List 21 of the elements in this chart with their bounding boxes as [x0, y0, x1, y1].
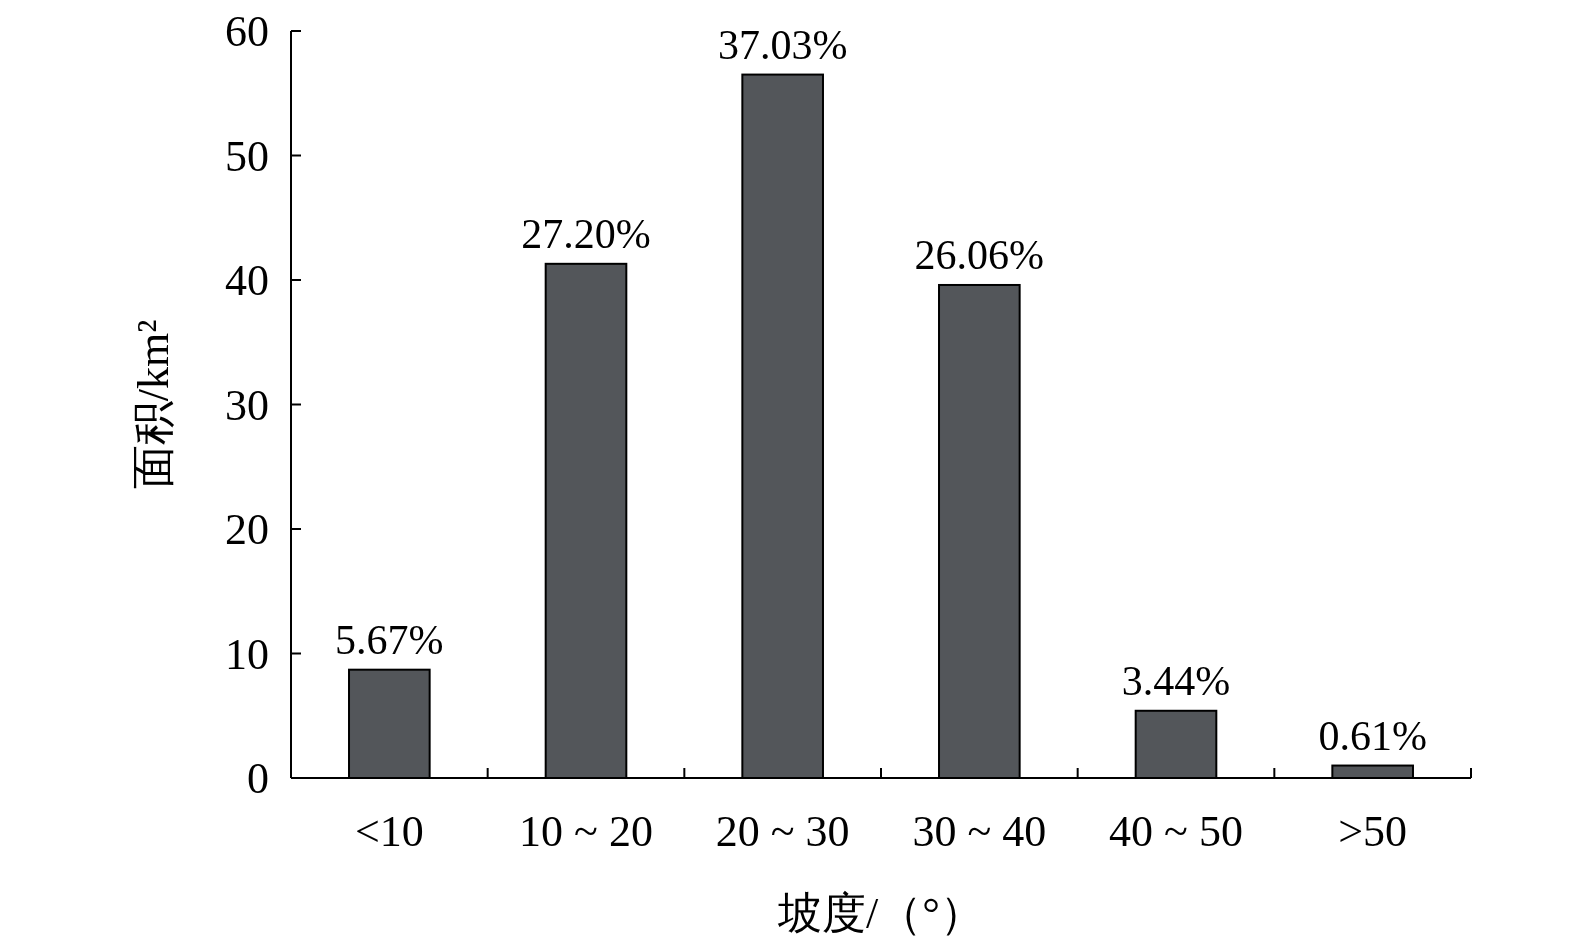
- y-tick-label: 50: [225, 131, 269, 181]
- annotation: 27.20%: [521, 210, 651, 257]
- y-tick-label: 20: [225, 505, 269, 554]
- x-tick-label: <10: [354, 807, 424, 856]
- y-tick-label: 10: [225, 629, 269, 679]
- annotation: 26.06%: [914, 231, 1045, 278]
- annotation: 0.61%: [1318, 712, 1427, 759]
- x-tick-label: 10 ~ 20: [519, 807, 653, 856]
- y-tick-label: 40: [225, 256, 269, 305]
- x-tick-label: >50: [1338, 807, 1408, 856]
- y-tick-label: 0: [247, 754, 269, 803]
- x-tick-label: 30 ~ 40: [912, 807, 1047, 856]
- y-tick-label: 30: [225, 380, 269, 430]
- annotation: 37.03%: [717, 21, 848, 68]
- annotation: 5.67%: [335, 616, 444, 663]
- x-tick-label: 20 ~ 30: [715, 807, 850, 856]
- x-axis-title: 坡度/（°）: [777, 889, 984, 938]
- y-axis-title: 面积/km²: [129, 319, 178, 490]
- y-tick-label: 60: [225, 7, 269, 56]
- annotation: 3.44%: [1121, 657, 1231, 704]
- x-tick-label: 40 ~ 50: [1109, 807, 1243, 856]
